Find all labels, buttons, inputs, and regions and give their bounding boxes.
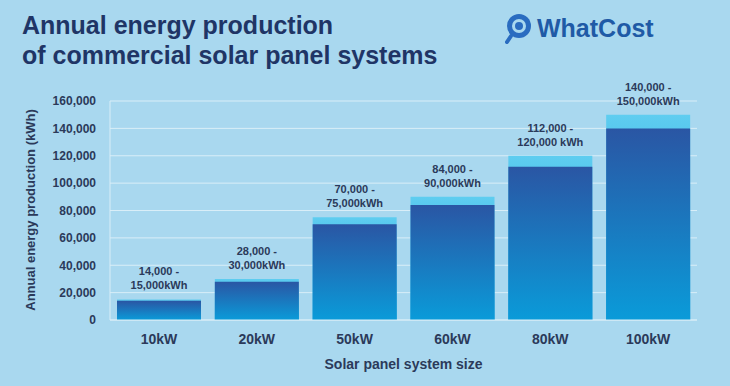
html-text:Solar panel system size: Solar panel system size — [324, 356, 483, 372]
svg-text:28,000 -30,000kWh: 28,000 -30,000kWh — [228, 245, 285, 271]
svg-text:60kW: 60kW — [434, 331, 471, 347]
svg-text:100kW: 100kW — [626, 331, 671, 347]
svg-text:50kW: 50kW — [336, 331, 373, 347]
svg-text:112,000 -120,000 kWh: 112,000 -120,000 kWh — [517, 122, 583, 148]
svg-text:20,000: 20,000 — [59, 286, 96, 300]
svg-text:160,000: 160,000 — [53, 94, 97, 108]
html-text:of commercial solar panel syst: of commercial solar panel systems — [22, 41, 438, 69]
svg-text:20kW: 20kW — [238, 331, 275, 347]
svg-text:80,000: 80,000 — [59, 204, 96, 218]
html-text:Annual energy production: Annual energy production — [22, 11, 334, 39]
svg-text:70,000 -75,000kWh: 70,000 -75,000kWh — [326, 183, 383, 209]
svg-text:84,000 -90,000kWh: 84,000 -90,000kWh — [424, 163, 481, 189]
svg-text:140,000 -150,000kWh: 140,000 -150,000kWh — [617, 81, 680, 107]
svg-text:10kW: 10kW — [141, 331, 178, 347]
html-text:WhatCost: WhatCost — [537, 13, 654, 42]
svg-text:100,000: 100,000 — [53, 176, 97, 190]
html-text:Annual energy production (kWh): Annual energy production (kWh) — [22, 109, 38, 311]
svg-text:60,000: 60,000 — [59, 231, 96, 245]
svg-text:140,000: 140,000 — [53, 122, 97, 136]
svg-text:14,000 -15,000kWh: 14,000 -15,000kWh — [131, 265, 188, 291]
svg-text:120,000: 120,000 — [53, 149, 97, 163]
svg-text:80kW: 80kW — [532, 331, 569, 347]
svg-text:0: 0 — [89, 313, 96, 327]
svg-text:40,000: 40,000 — [59, 259, 96, 273]
